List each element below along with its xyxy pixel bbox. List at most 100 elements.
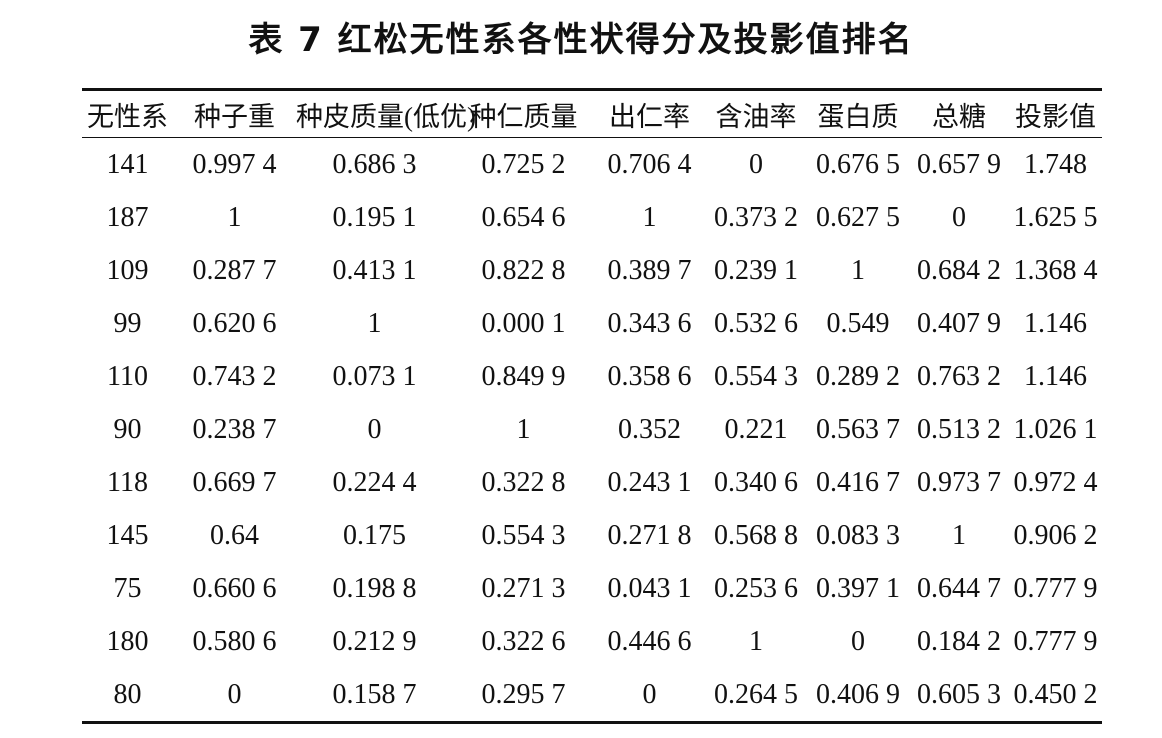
header-cell: 种皮质量(低优) xyxy=(296,89,476,138)
table-cell: 1 xyxy=(227,201,242,233)
table-cell: 0.513 2 xyxy=(917,413,1001,445)
table-cell: 0.580 6 xyxy=(192,625,277,657)
table-cell: 0.373 2 xyxy=(714,201,798,233)
header-cell: 种仁质量 xyxy=(453,89,594,138)
table-row: 187 1 0.195 1 0.654 6 1 0.373 2 0.627 5 0 1.625 … xyxy=(82,191,1102,244)
header-cell: 蛋白质 xyxy=(807,89,909,138)
table-cell: 0.627 5 xyxy=(816,201,900,233)
table-cell: 0.777 9 xyxy=(1013,625,1098,657)
table-cell: 0.158 7 xyxy=(332,678,417,710)
table-cell: 0.906 2 xyxy=(1013,519,1098,551)
table-cell: 1 xyxy=(516,413,531,445)
table-cell: 0.195 1 xyxy=(332,201,417,233)
table-cell: 0.554 3 xyxy=(481,519,566,551)
table-row: 90 0.238 7 0 1 0.352 0.221 0.563 7 0.513 2 1.026… xyxy=(82,403,1102,456)
table-cell: 0.64 xyxy=(210,519,259,551)
table-cell: 1.026 1 xyxy=(1013,413,1098,445)
table-cell: 0.343 6 xyxy=(607,307,692,339)
table-cell: 0.416 7 xyxy=(816,466,900,498)
table-cell: 0.289 2 xyxy=(816,360,900,392)
table-cell: 0.620 6 xyxy=(192,307,277,339)
table-cell: 0 xyxy=(227,678,242,710)
table-head: 无性系 种子重 种皮质量(低优) 种仁质量 出仁率 含油率 蛋白质 总糖 投影值 xyxy=(82,89,1102,138)
table-cell: 0.295 7 xyxy=(481,678,566,710)
table-cell: 0.224 4 xyxy=(332,466,417,498)
table-cell: 0.676 5 xyxy=(816,148,900,180)
table-cell: 0.549 xyxy=(826,307,890,339)
table-cell: 0.822 8 xyxy=(481,254,566,286)
table-cell: 75 xyxy=(113,572,142,604)
table-cell: 0.446 6 xyxy=(607,625,692,657)
table-cell: 0.073 1 xyxy=(332,360,417,392)
table-cell: 180 xyxy=(106,625,149,657)
table-cell: 0.238 7 xyxy=(192,413,277,445)
table-cell: 1.368 4 xyxy=(1013,254,1098,286)
table-cell: 0.198 8 xyxy=(332,572,417,604)
table-cell: 0.554 3 xyxy=(714,360,798,392)
table-cell: 0.532 6 xyxy=(714,307,798,339)
table-cell: 0.253 6 xyxy=(714,572,798,604)
table-cell: 118 xyxy=(107,466,148,498)
table-cell: 80 xyxy=(113,678,142,710)
table-cell: 99 xyxy=(113,307,142,339)
table-cell: 0.660 6 xyxy=(192,572,277,604)
table-cell: 0.644 7 xyxy=(917,572,1001,604)
table-cell: 0.239 1 xyxy=(714,254,798,286)
table-cell: 0.000 1 xyxy=(481,307,566,339)
table-cell: 110 xyxy=(107,360,148,392)
table-cell: 0.657 9 xyxy=(917,148,1001,180)
table-cell: 0.083 3 xyxy=(816,519,900,551)
table-cell: 0.413 1 xyxy=(332,254,417,286)
table-cell: 0.973 7 xyxy=(917,466,1001,498)
table-cell: 0.706 4 xyxy=(607,148,692,180)
table-row: 109 0.287 7 0.413 1 0.822 8 0.389 7 0.239 1 1 0… xyxy=(82,244,1102,297)
table-cell: 0.264 5 xyxy=(714,678,798,710)
table-cell: 0.271 3 xyxy=(481,572,566,604)
table-row: 99 0.620 6 1 0.000 1 0.343 6 0.532 6 0.549 0.40… xyxy=(82,297,1102,350)
table-cell: 109 xyxy=(106,254,149,286)
table-cell: 0.725 2 xyxy=(481,148,566,180)
table-cell: 0.743 2 xyxy=(192,360,277,392)
table-cell: 1 xyxy=(367,307,382,339)
table-cell: 0.243 1 xyxy=(607,466,692,498)
header-cell: 投影值 xyxy=(1009,89,1102,138)
table-cell: 0.406 9 xyxy=(816,678,900,710)
table-row: 75 0.660 6 0.198 8 0.271 3 0.043 1 0.253 6 0.3… xyxy=(82,562,1102,615)
table-cell: 0.686 3 xyxy=(332,148,417,180)
table-cell: 1 xyxy=(851,254,865,286)
table-row: 110 0.743 2 0.073 1 0.849 9 0.358 6 0.554 3 0.… xyxy=(82,350,1102,403)
table-cell: 0.358 6 xyxy=(607,360,692,392)
table-cell: 1 xyxy=(952,519,966,551)
table-row: 180 0.580 6 0.212 9 0.322 6 0.446 6 1 0 0.184 2… xyxy=(82,615,1102,668)
header-cell: 种子重 xyxy=(173,89,296,138)
table-cell: 1.748 xyxy=(1024,148,1087,180)
table-cell: 0.175 xyxy=(343,519,406,551)
table-cell: 0 xyxy=(749,148,763,180)
table-row: 80 0 0.158 7 0.295 7 0 0.264 5 0.406 9 0.605 3 0… xyxy=(82,668,1102,723)
table-cell: 1.146 xyxy=(1024,307,1087,339)
table-cell: 0.352 xyxy=(618,413,681,445)
table-cell: 0.397 1 xyxy=(816,572,900,604)
table-cell: 0.043 1 xyxy=(607,572,692,604)
header-row: 无性系 种子重 种皮质量(低优) 种仁质量 出仁率 含油率 蛋白质 总糖 投影值 xyxy=(82,89,1102,138)
table-cell: 0.287 7 xyxy=(192,254,277,286)
table-cell: 1.625 5 xyxy=(1013,201,1098,233)
table-cell: 187 xyxy=(106,201,149,233)
table-cell: 0.972 4 xyxy=(1013,466,1098,498)
table-row: 141 0.997 4 0.686 3 0.725 2 0.706 4 0 0.676 5 0… xyxy=(82,138,1102,192)
table-cell: 90 xyxy=(113,413,142,445)
table-cell: 141 xyxy=(106,148,149,180)
table-cell: 1.146 xyxy=(1024,360,1087,392)
table-cell: 0.407 9 xyxy=(917,307,1001,339)
table-cell: 0.389 7 xyxy=(607,254,692,286)
header-cell: 无性系 xyxy=(82,89,173,138)
table-row: 145 0.64 0.175 0.554 3 0.271 8 0.568 8 0.083 3… xyxy=(82,509,1102,562)
table-cell: 0.221 xyxy=(724,413,788,445)
table-cell: 0.777 9 xyxy=(1013,572,1098,604)
table-cell: 0.654 6 xyxy=(481,201,566,233)
table-body: 141 0.997 4 0.686 3 0.725 2 0.706 4 0 0.676 5 0… xyxy=(82,138,1102,723)
table-cell: 0.997 4 xyxy=(192,148,277,180)
table-cell: 0.563 7 xyxy=(816,413,900,445)
table-cell: 1 xyxy=(642,201,657,233)
table-cell: 0.322 6 xyxy=(481,625,566,657)
